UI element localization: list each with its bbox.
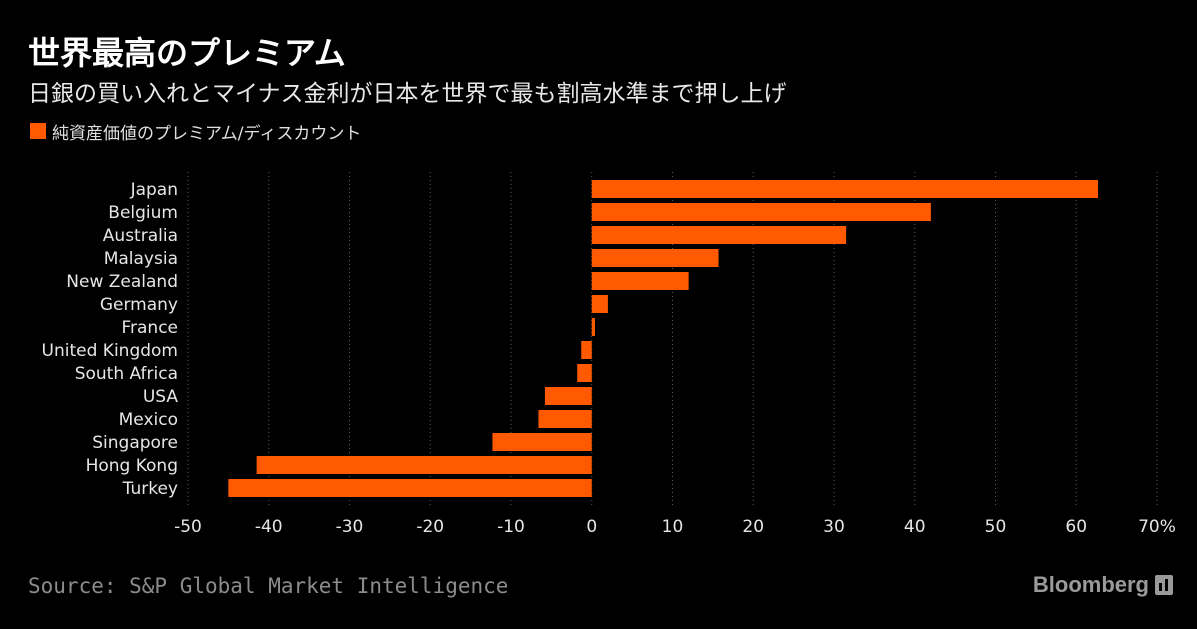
x-tick-label: -20 bbox=[416, 517, 444, 537]
category-label: USA bbox=[143, 387, 179, 407]
category-label: Turkey bbox=[122, 479, 178, 499]
source-note: Source: S&P Global Market Intelligence bbox=[28, 574, 509, 598]
legend-label: 純資産価値のプレミアム/ディスカウント bbox=[52, 123, 362, 144]
x-tick-labels: -50 -40 -30 -20 -10 0 10 20 30 40 50 60 70% bbox=[174, 517, 1176, 537]
x-tick-label: 60 bbox=[1065, 517, 1087, 537]
category-label: Hong Kong bbox=[86, 456, 178, 476]
category-labels: Japan Belgium Australia Malaysia New Zealand… bbox=[42, 180, 179, 499]
x-tick-label: -10 bbox=[497, 517, 525, 537]
bar-hong-kong bbox=[256, 456, 592, 474]
category-label: Japan bbox=[130, 180, 178, 200]
bar-germany bbox=[591, 295, 608, 313]
category-label: New Zealand bbox=[66, 272, 178, 292]
category-label: Malaysia bbox=[104, 249, 178, 269]
bloomberg-chart-icon bbox=[1155, 575, 1173, 595]
chart-subtitle: 日銀の買い入れとマイナス金利が日本を世界で最も割高水準まで押し上げ bbox=[28, 81, 787, 107]
brand-name: Bloomberg bbox=[1032, 572, 1149, 597]
bars bbox=[228, 180, 1099, 497]
x-tick-label: 0 bbox=[586, 517, 597, 537]
x-tick-label: 10 bbox=[662, 517, 684, 537]
category-label: Mexico bbox=[119, 410, 178, 430]
x-tick-label: -40 bbox=[255, 517, 283, 537]
bar-belgium bbox=[591, 203, 931, 221]
x-tick-label: -30 bbox=[336, 517, 364, 537]
bar-chart: Japan Belgium Australia Malaysia New Zealand… bbox=[42, 172, 1176, 537]
bar-south-africa bbox=[577, 364, 592, 382]
bar-australia bbox=[591, 226, 847, 244]
x-tick-label: -50 bbox=[174, 517, 202, 537]
bloomberg-logo: Bloomberg bbox=[1033, 572, 1173, 598]
bar-turkey bbox=[228, 479, 592, 497]
bar-malaysia bbox=[591, 249, 719, 267]
category-label: United Kingdom bbox=[42, 341, 178, 361]
category-label: South Africa bbox=[75, 364, 178, 384]
category-label: Australia bbox=[103, 226, 178, 246]
bar-mexico bbox=[538, 410, 592, 428]
bar-france bbox=[591, 318, 595, 336]
x-tick-label: 50 bbox=[985, 517, 1007, 537]
category-label: Belgium bbox=[108, 203, 178, 223]
legend: 純資産価値のプレミアム/ディスカウント bbox=[30, 120, 362, 144]
category-label: France bbox=[121, 318, 178, 338]
bar-united-kingdom bbox=[581, 341, 592, 359]
legend-swatch bbox=[30, 123, 46, 139]
x-tick-label: 20 bbox=[742, 517, 764, 537]
bar-japan bbox=[591, 180, 1099, 198]
x-tick-label: 40 bbox=[904, 517, 926, 537]
category-label: Germany bbox=[100, 295, 178, 315]
category-label: Singapore bbox=[92, 433, 178, 453]
chart-title: 世界最高のプレミアム bbox=[28, 34, 346, 72]
bar-singapore bbox=[492, 433, 592, 451]
bar-usa bbox=[544, 387, 592, 405]
x-tick-label: 30 bbox=[823, 517, 845, 537]
bar-new-zealand bbox=[591, 272, 689, 290]
x-tick-label: 70% bbox=[1138, 517, 1176, 537]
